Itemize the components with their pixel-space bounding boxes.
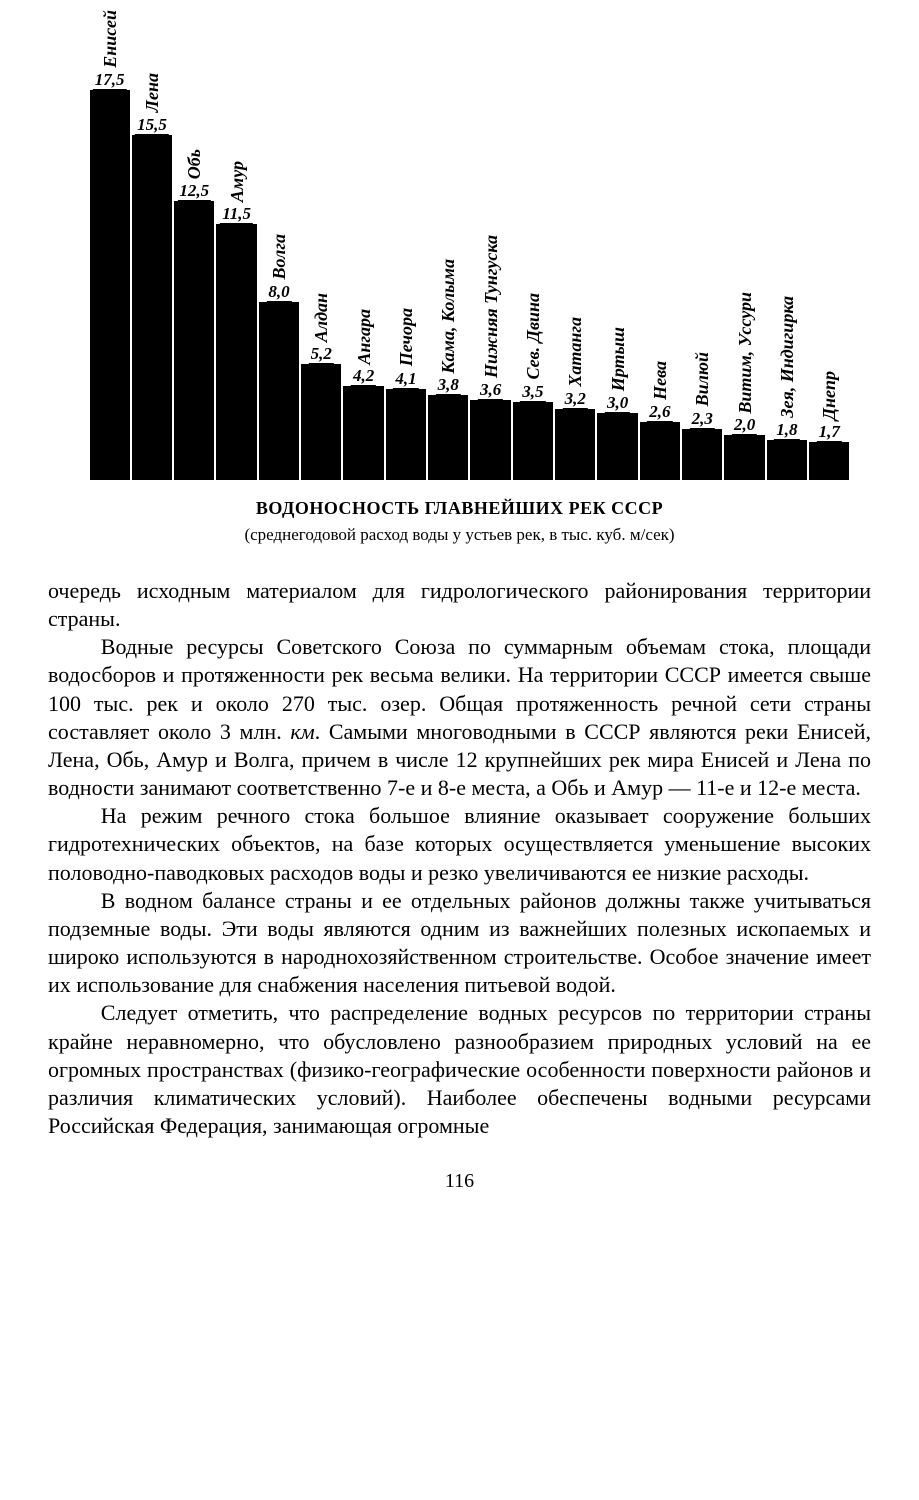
bar-label: Амур (228, 161, 246, 202)
bar-value: 12,5 (177, 182, 211, 201)
bar-value: 4,2 (351, 367, 376, 386)
bar-column: Нижняя Тунгуска3,6 (470, 400, 510, 480)
bar-rect (216, 224, 256, 480)
bar-column: Днепр1,7 (809, 442, 849, 480)
bar-column: Обь12,5 (174, 201, 214, 480)
bar-value: 1,8 (774, 421, 799, 440)
paragraph: Водные ресурсы Советского Союза по сумма… (48, 633, 871, 802)
paragraph: Следует отметить, что распределение водн… (48, 999, 871, 1140)
bar-column: Волга8,0 (259, 302, 299, 480)
bar-label: Витим, Уссури (736, 292, 754, 414)
bar-column: Кама, Колыма3,8 (428, 395, 468, 480)
bar-rect (174, 201, 214, 480)
chart-subtitle: (среднегодовой расход воды у устьев рек,… (70, 525, 850, 545)
bar-column: Витим, Уссури2,0 (724, 435, 764, 480)
bar-label: Нева (651, 361, 669, 400)
bar-column: Сев. Двина3,5 (513, 402, 553, 480)
bar-column: Лена15,5 (132, 135, 172, 480)
bar-rect (470, 400, 510, 480)
paragraph: В водном балансе страны и ее отдельных р… (48, 887, 871, 1000)
bar-value: 3,8 (436, 376, 461, 395)
bar-value: 8,0 (266, 283, 291, 302)
bar-rect (513, 402, 553, 480)
bar-rect (428, 395, 468, 480)
bar-rect (259, 302, 299, 480)
body-text: очередь исходным материалом для гидролог… (48, 577, 871, 1140)
bar-rect (640, 422, 680, 480)
bar-column: Нева2,6 (640, 422, 680, 480)
bar-value: 5,2 (309, 345, 334, 364)
bar-column: Енисей17,5 (90, 90, 130, 480)
bar-rect (724, 435, 764, 480)
bar-rect (343, 386, 383, 480)
bar-label: Алдан (312, 293, 330, 342)
bar-value: 3,0 (605, 394, 630, 413)
bar-label: Иртыш (609, 327, 627, 391)
bar-label: Енисей (101, 10, 119, 68)
bar-value: 2,6 (647, 403, 672, 422)
bar-label: Зея, Индигирка (778, 296, 796, 418)
bar-label: Ангара (355, 309, 373, 365)
bar-label: Вилюй (693, 352, 711, 406)
page-number: 116 (48, 1170, 871, 1193)
bar-label: Нижняя Тунгуска (482, 235, 500, 378)
bar-column: Вилюй2,3 (682, 429, 722, 480)
chart-caption: ВОДОНОСНОСТЬ ГЛАВНЕЙШИХ РЕК СССР (средне… (70, 498, 850, 545)
bar-label: Днепр (820, 371, 838, 420)
bar-rect (301, 364, 341, 480)
bar-rect (555, 409, 595, 480)
bar-rect (767, 440, 807, 480)
paragraph: На режим речного стока большое влияние о… (48, 802, 871, 886)
bar-label: Обь (185, 149, 203, 179)
bar-rect (597, 413, 637, 480)
bar-rect (682, 429, 722, 480)
bar-label: Хатанга (566, 317, 584, 387)
bar-rect (809, 442, 849, 480)
river-chart: Енисей17,5Лена15,5Обь12,5Амур11,5Волга8,… (70, 60, 850, 545)
bar-value: 17,5 (93, 71, 127, 90)
bar-label: Печора (397, 308, 415, 366)
bar-label: Кама, Колыма (439, 259, 457, 374)
paragraph-continuation: очередь исходным материалом для гидролог… (48, 577, 871, 633)
bar-rect (132, 135, 172, 480)
bar-value: 15,5 (135, 116, 169, 135)
bar-value: 3,5 (520, 383, 545, 402)
bar-value: 3,6 (478, 381, 503, 400)
bar-column: Печора4,1 (386, 389, 426, 480)
bar-label: Волга (270, 234, 288, 279)
bar-label: Лена (143, 73, 161, 112)
bar-value: 1,7 (817, 423, 842, 442)
bar-column: Ангара4,2 (343, 386, 383, 480)
bar-column: Хатанга3,2 (555, 409, 595, 480)
bar-value: 2,0 (732, 416, 757, 435)
bar-value: 11,5 (220, 205, 253, 224)
bar-column: Алдан5,2 (301, 364, 341, 480)
bar-column: Зея, Индигирка1,8 (767, 440, 807, 480)
bar-rect (90, 90, 130, 480)
bar-rect (386, 389, 426, 480)
bar-column: Иртыш3,0 (597, 413, 637, 480)
bar-column: Амур11,5 (216, 224, 256, 480)
bar-value: 2,3 (690, 410, 715, 429)
bar-value: 3,2 (563, 390, 588, 409)
bar-label: Сев. Двина (524, 293, 542, 380)
chart-title: ВОДОНОСНОСТЬ ГЛАВНЕЙШИХ РЕК СССР (70, 498, 850, 519)
bar-value: 4,1 (393, 370, 418, 389)
